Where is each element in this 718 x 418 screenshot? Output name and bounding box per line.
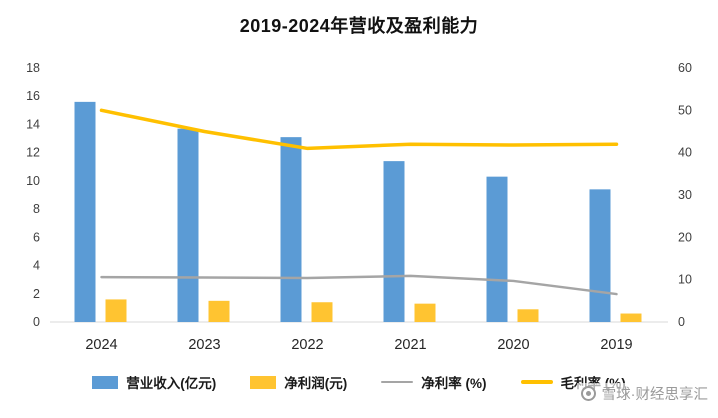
bar-series-0 xyxy=(383,161,405,322)
left-axis-tick: 12 xyxy=(26,146,40,160)
x-axis-label: 2023 xyxy=(188,337,220,353)
bar-series-1 xyxy=(517,309,539,322)
watermark-text: 雪球·财经思享汇 xyxy=(601,387,708,403)
bar-series-1 xyxy=(414,303,436,322)
x-axis-label: 2020 xyxy=(497,337,529,353)
left-axis-tick: 16 xyxy=(26,89,40,103)
line-series-0 xyxy=(100,274,618,296)
legend-label-net-margin: 净利率 (%) xyxy=(421,376,487,391)
left-axis-tick: 14 xyxy=(26,117,40,131)
left-axis-tick: 0 xyxy=(33,315,40,329)
left-axis-tick: 18 xyxy=(26,61,40,75)
right-axis-tick: 50 xyxy=(678,103,692,117)
legend-marker-gross-margin xyxy=(520,380,553,384)
legend-marker-revenue xyxy=(92,375,119,389)
bar-series-0 xyxy=(280,137,302,322)
left-axis-tick: 10 xyxy=(26,174,40,188)
left-axis-tick: 2 xyxy=(33,287,40,301)
bar-series-0 xyxy=(177,128,199,322)
right-axis-tick: 60 xyxy=(678,61,692,75)
bar-series-0 xyxy=(589,189,611,322)
bar-series-1 xyxy=(208,300,230,322)
legend-marker-net-profit xyxy=(250,375,277,389)
x-axis-label: 2024 xyxy=(85,337,117,353)
legend-item-net-margin: 净利率 (%) xyxy=(381,372,487,392)
x-axis-label: 2022 xyxy=(291,337,323,353)
watermark: 雪球·财经思享汇 xyxy=(576,383,708,404)
legend-marker-net-margin xyxy=(381,380,414,384)
bar-series-1 xyxy=(620,313,642,322)
bar-series-0 xyxy=(486,176,508,322)
right-axis-tick: 20 xyxy=(678,230,692,244)
left-axis-tick: 4 xyxy=(33,259,40,273)
right-axis-tick: 10 xyxy=(678,273,692,287)
legend-label-revenue: 营业收入(亿元) xyxy=(126,376,217,391)
line-series-1 xyxy=(99,108,619,151)
legend-label-net-profit: 净利润(元) xyxy=(284,376,348,391)
legend-item-net-profit: 净利润(元) xyxy=(250,372,347,392)
x-axis-label: 2019 xyxy=(600,337,632,353)
chart-title: 2019-2024年营收及盈利能力 xyxy=(239,16,479,36)
right-axis-tick: 30 xyxy=(678,188,692,202)
right-axis-tick: 0 xyxy=(678,315,685,329)
x-axis-label: 2021 xyxy=(394,337,426,353)
legend-item-revenue: 营业收入(亿元) xyxy=(92,372,216,392)
bar-series-0 xyxy=(74,101,96,322)
bar-series-1 xyxy=(311,302,333,322)
left-axis-tick: 6 xyxy=(33,230,40,244)
right-axis-tick: 40 xyxy=(678,146,692,160)
left-axis-tick: 8 xyxy=(33,202,40,216)
xueqiu-logo-icon xyxy=(580,386,596,401)
bar-series-1 xyxy=(105,299,127,322)
